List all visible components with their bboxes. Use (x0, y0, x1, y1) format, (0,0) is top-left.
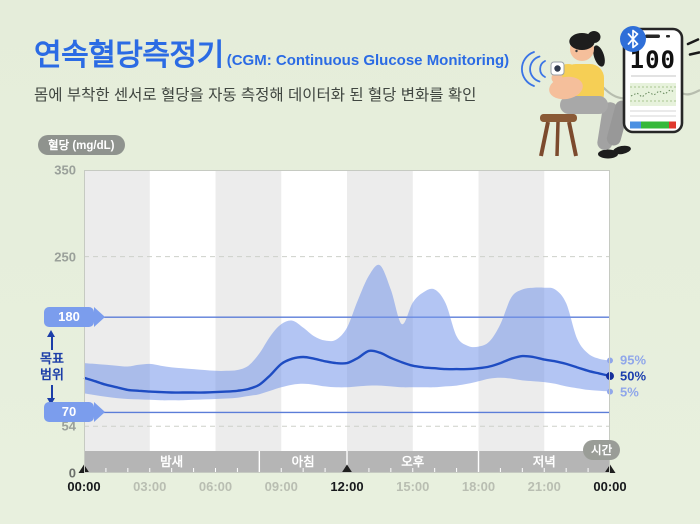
period-label: 오후 (401, 454, 425, 469)
page-subtitle: 몸에 부착한 센서로 혈당을 자동 측정해 데이터화 된 혈당 변화를 확인 (34, 87, 477, 104)
phone-speaker (645, 34, 660, 38)
woman-figure (521, 31, 631, 159)
percentile-label-95%: 95% (620, 352, 647, 368)
x-tick-21:00: 21:00 (527, 479, 561, 494)
signal-waves-icon (521, 51, 546, 87)
y-tick-350: 350 (54, 162, 76, 178)
ponytail (593, 45, 605, 67)
period-label: 아침 (292, 454, 315, 469)
x-tick-15:00: 15:00 (396, 479, 430, 494)
shoe (598, 149, 618, 159)
target-range-label-line2: 범위 (40, 367, 64, 382)
x-tick-09:00: 09:00 (264, 479, 298, 494)
hair-bun (587, 31, 601, 43)
period-label: 밤새 (160, 454, 183, 469)
x-axis-time-badge: 시간 (583, 440, 621, 460)
phone-mini-chart (630, 83, 676, 106)
target-range-label-line1: 목표 (40, 351, 64, 366)
header: 연속혈당측정기 (CGM: Continuous Glucose Monitor… (34, 30, 509, 105)
stool (539, 114, 578, 157)
percentile-label-50%: 50% (620, 368, 647, 384)
y-axis-unit-badge: 혈당 (mg/dL) (38, 135, 125, 155)
x-tick-03:00: 03:00 (133, 479, 167, 494)
x-tick-18:00: 18:00 (461, 479, 496, 494)
target-high-tag: 180 (44, 307, 105, 327)
eye (575, 49, 578, 53)
target-range-arrow-line-top (51, 337, 53, 350)
glucose-chart: 밤새 아침 오후 저녁 (78, 170, 616, 473)
page-title-suffix: (CGM: Continuous Glucose Monitoring) (226, 52, 510, 69)
period-label: 저녁 (533, 454, 556, 469)
phone-range-bar (630, 121, 676, 129)
glucose-sensor-icon (550, 61, 565, 76)
y-tick-0: 0 (68, 465, 76, 481)
x-tick-00:00: 00:00 (67, 479, 101, 494)
target-range-arrow-up (47, 330, 55, 337)
target-range-arrow-line-bottom (51, 385, 53, 398)
smartphone: 100 (622, 27, 684, 134)
y-tick-54: 54 (61, 418, 76, 434)
target-range-arrow-down (47, 398, 55, 405)
title-row: 연속혈당측정기 (CGM: Continuous Glucose Monitor… (34, 30, 509, 74)
percentile-label-5%: 5% (620, 384, 639, 400)
grid-stripe (215, 170, 282, 473)
target-low-tag: 70 (44, 402, 105, 422)
percentile-band (84, 264, 610, 401)
shoe (613, 145, 631, 155)
pants (560, 96, 608, 114)
page-title: 연속혈당측정기 (34, 39, 224, 72)
bluetooth-icon (620, 26, 646, 52)
x-tick-00:00: 00:00 (593, 479, 627, 494)
target-range-label: 목표 범위 (26, 351, 78, 383)
x-tick-06:00: 06:00 (198, 479, 233, 494)
x-tick-12:00: 12:00 (330, 479, 364, 494)
cgm-illustration: 100 (521, 26, 700, 159)
y-tick-250: 250 (54, 249, 76, 265)
median-line (83, 349, 611, 394)
alert-dashes-icon (686, 38, 700, 56)
time-marker (341, 464, 353, 473)
